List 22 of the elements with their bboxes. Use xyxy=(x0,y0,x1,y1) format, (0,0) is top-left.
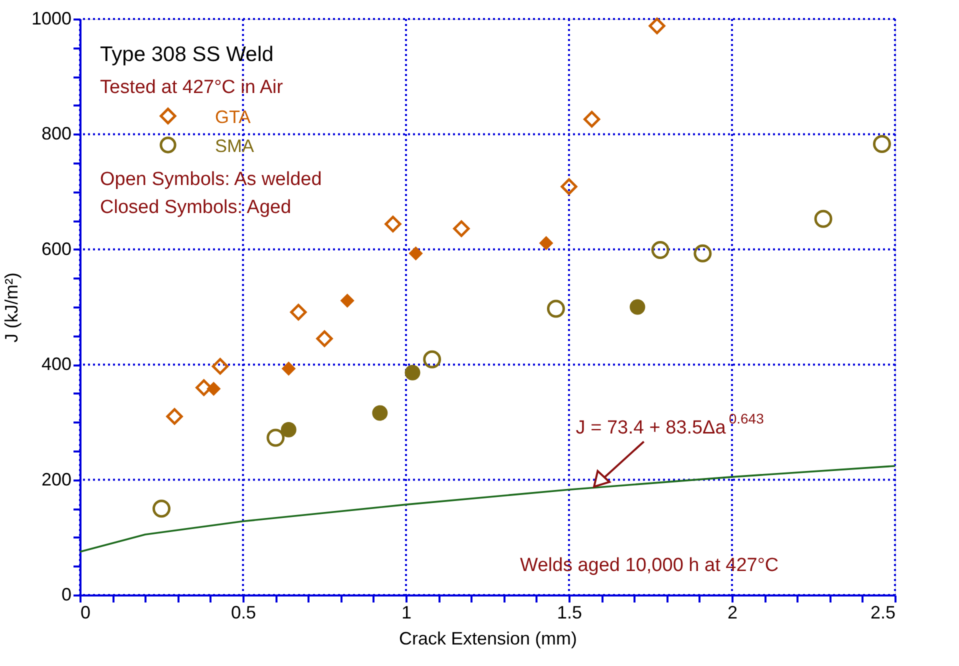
text: Tested at 427°C in Air xyxy=(100,77,284,98)
annotation: Closed Symbols: Aged xyxy=(100,197,292,218)
y-tick-label: 800 xyxy=(41,124,72,144)
x-tick-label: 2 xyxy=(727,602,738,622)
text: Type 308 SS Weld xyxy=(100,43,274,66)
x-tick-label: 2.5 xyxy=(870,602,896,622)
x-tick-label: 1 xyxy=(401,602,412,622)
x-tick-label: 0.5 xyxy=(230,602,256,622)
legend-label: GTA xyxy=(215,107,251,127)
annotation: Welds aged 10,000 h at 427°C xyxy=(520,555,779,576)
line-series xyxy=(79,465,896,553)
x-axis-title: Crack Extension (mm) xyxy=(398,628,578,648)
y-tick-label: 600 xyxy=(41,238,72,259)
legend-label: SMA xyxy=(215,136,254,156)
annotation: Open Symbols: As welded xyxy=(100,169,322,190)
y-axis-title: J (kJ/m²) xyxy=(1,272,22,342)
y-tick-label: 200 xyxy=(41,469,72,490)
x-tick-label: 0 xyxy=(80,602,91,622)
x-tick-label: 1.5 xyxy=(556,602,582,622)
y-tick-label: 0 xyxy=(61,584,72,604)
y-tick-label: 400 xyxy=(41,354,72,374)
y-tick-label: 1000 xyxy=(31,8,72,28)
